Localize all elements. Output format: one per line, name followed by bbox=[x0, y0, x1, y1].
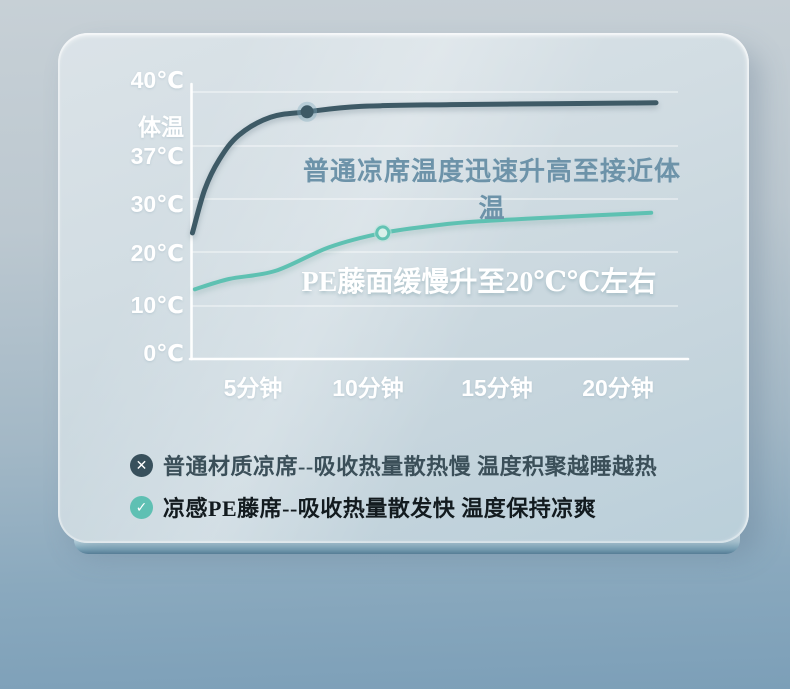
y-tick-37: 37℃ bbox=[130, 143, 184, 169]
x-circle-icon: ✕ bbox=[130, 453, 153, 477]
y-tick-40: 40℃ bbox=[130, 67, 184, 93]
legend-item-normal-mat: ✕ 普通材质凉席--吸收热量散热慢 温度积聚越睡越热 bbox=[130, 452, 658, 479]
y-tick-30: 30℃ bbox=[130, 191, 184, 217]
legend: ✕ 普通材质凉席--吸收热量散热慢 温度积聚越睡越热 ✓ 凉感PE藤席--吸收热… bbox=[130, 452, 657, 536]
legend-label: 凉感PE藤席--吸收热量散发快 温度保持凉爽 bbox=[163, 496, 597, 521]
x-tick-20min: 20分钟 bbox=[582, 375, 654, 401]
annotation-normal-mat: 普通凉席温度迅速升高至接近体温 bbox=[302, 156, 681, 223]
legend-item-pe-mat: ✓ 凉感PE藤席--吸收热量散发快 温度保持凉爽 bbox=[130, 494, 657, 521]
x-tick-10min: 10分钟 bbox=[332, 375, 404, 401]
x-tick-15min: 15分钟 bbox=[461, 375, 533, 401]
y-tick-0: 0℃ bbox=[143, 340, 184, 366]
y-tick-10: 10℃ bbox=[130, 292, 184, 318]
annotation-pe-mat: PE藤面缓慢升至20℃℃左右 bbox=[301, 267, 657, 298]
check-circle-icon: ✓ bbox=[130, 495, 153, 519]
x-tick-5min: 5分钟 bbox=[223, 375, 283, 401]
y-tick-20: 20℃ bbox=[130, 240, 184, 266]
y-label-body-temp: 体温 bbox=[138, 114, 184, 140]
legend-label: 普通材质凉席--吸收热量散热慢 温度积聚越睡越热 bbox=[163, 454, 658, 479]
